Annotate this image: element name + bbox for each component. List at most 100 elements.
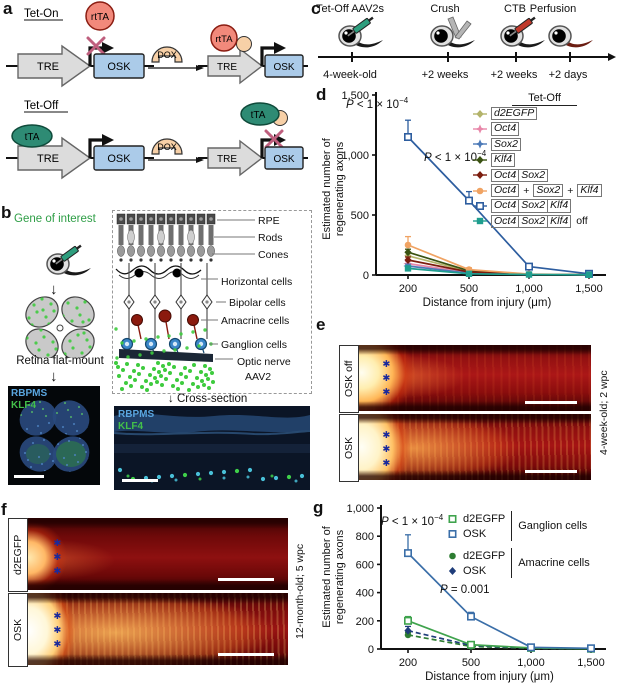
gene-name: Sox2 [518,169,545,181]
rtta-label: rtTA [91,12,109,23]
legend-marker-icon [473,139,487,150]
series-oct4-sox2-klf4 [404,235,593,279]
timeline-step-title: Perfusion [530,3,576,15]
gene-box: Oct4 Sox2 Klf4 [491,214,572,229]
legend-joiner: + [523,184,530,197]
timeline-step-title: Tet-Off AAV2s [316,3,385,15]
svg-text:OSK: OSK [273,62,294,73]
optic-nerve-image-osk: ✱✱✱ [357,414,591,480]
timeline-step-time: 4-week-old [323,69,377,81]
gene-name: Oct4 [494,183,517,196]
x-tick-label: 200 [399,657,417,669]
svg-text:OSK: OSK [107,153,131,165]
legend-group: d2EGFP OSK Ganglion cells [446,511,590,541]
legend-group-label: Amacrine cells [518,557,590,569]
dox-icon [151,138,183,155]
legend-item-d2egfp: d2EGFP [446,548,505,563]
svg-text:DOX: DOX [157,142,177,152]
chart-d-legend: Tet-Off d2EGFP Oct4 Sox2 Klf4 Oct4 Sox2 Oct4 + S… [472,92,617,229]
x-tick-label: 200 [399,283,417,295]
klf4-stain-label: KLF4 [11,400,36,411]
svg-text:OSK: OSK [107,61,131,73]
gene-name: Klf4 [494,153,513,166]
legend-item-oct4-sox2-klf4-off: Oct4 Sox2 Klf4 off [472,214,617,229]
tta-protein-icon [240,102,280,126]
y-tick-label: 400 [356,588,374,600]
y-tick-label: 500 [351,210,369,222]
dox-bound-icon [236,36,252,52]
x-tick-label: 500 [460,283,478,295]
timeline-step-time: +2 weeks [422,69,469,81]
chart-g-legend: d2EGFP OSK Ganglion cells d2EGFP OSK Amacrine… [446,511,590,585]
panel-label-b: b [1,203,12,222]
gene-of-interest-label: Gene of interest [14,213,96,225]
svg-text:TRE: TRE [37,153,59,165]
y-tick-label: 0 [368,644,374,656]
panel-label-g: g [313,498,324,517]
legend-marker-icon [473,124,487,134]
panel-label-e: e [316,315,326,334]
optic-nerve-image-d2egfp: ✱✱✱ [26,518,288,590]
panel-label-c: c [311,0,321,18]
layer-label-optic-nerve: Optic nerve [237,356,291,368]
gene-box: Sox2 [533,183,564,198]
legend-group: d2EGFP OSK Amacrine cells [446,548,590,578]
layer-label-amacrine-cells: Amacrine cells [221,315,290,327]
svg-text:tTA: tTA [251,110,266,121]
tre-promoter-arrow [17,136,92,180]
panel-e-images: OSK off ✱✱✱ OSK ✱✱✱ 4-week-old; 2 wpc [339,345,615,482]
legend-marker-icon [473,109,487,118]
gene-box: Sox2 [491,137,521,152]
crush-site-marks: ✱✱✱ [381,359,392,401]
rbpms-stain-label: RBPMS [118,409,155,420]
pvalue-annotation: P = 0.001 [440,583,490,596]
gene-box: Oct4 [491,122,520,136]
tre-promoter-arrow [207,139,264,177]
legend-marker-icon [448,566,457,575]
gene-name: Oct4 [494,214,517,227]
osk-gene-box [93,53,145,79]
x-axis-label: Distance from injury (μm) [423,297,552,309]
legend-marker-icon [473,187,487,194]
x-tick-label: 1,500 [575,283,603,295]
y-tick-label: 600 [356,559,374,571]
legend-entry-label: d2EGFP [463,512,506,525]
svg-text:tTA: tTA [25,132,40,143]
legend-item-oct4-sox2-klf4: Oct4 + Sox2 + Klf4 [472,183,617,198]
legend-group-divider [511,548,513,578]
legend-entries: d2EGFP OSK [446,511,505,541]
gene-box: Oct4 Sox2 Klf4 [491,199,572,213]
down-arrow-icon: ↓ [168,393,174,405]
timeline-step-time: +2 days [549,69,588,81]
legend-rows: d2EGFP Oct4 Sox2 Klf4 Oct4 Sox2 Oct4 + Sox2 + Klf4… [472,106,617,229]
x-tick-label: 1,000 [515,283,543,295]
timeline-step-time: +2 weeks [491,69,538,81]
retina-schematic-box [112,210,312,394]
row-label-osk: OSK [8,593,28,667]
y-tick-label: 1,000 [346,503,374,515]
eye-injection-icon [46,244,91,276]
tre-promoter-arrow [17,44,92,88]
pvalue-annotation: P < 1 × 10−4 [381,513,444,528]
legend-entry-label: OSK [463,527,487,540]
panel-a-tet-system-diagram: Tet-On rtTA TRE OSK DOX TRE OSK rtTA Tet… [6,1,308,180]
legend-joiner: + [567,184,574,197]
osk-gene-box [264,146,304,170]
gene-box: d2EGFP [491,106,538,121]
chart-panel-d: 0 500 1,000 1,500 200 500 1,000 1,500 Distance f… [341,90,606,309]
timeline-step-title: CTB [504,3,526,15]
gene-name: Klf4 [580,183,599,196]
svg-text:OSK: OSK [273,154,294,165]
gene-box: Oct4 [491,183,520,198]
row-label-osk: OSK [339,414,359,482]
svg-text:DOX: DOX [157,50,177,60]
scale-bar [525,401,577,404]
gene-name: Klf4 [547,200,568,212]
gene-name: Sox2 [518,200,545,212]
retina-flat-mount-label: Retina flat-mount [16,355,104,367]
crush-site-marks: ✱✱✱ [381,430,392,472]
svg-text:rtTA: rtTA [215,34,233,45]
y-tick-label: 1,000 [341,150,369,162]
series-osk-ganglion-cells- [404,534,595,653]
legend-marker-icon [473,171,487,180]
